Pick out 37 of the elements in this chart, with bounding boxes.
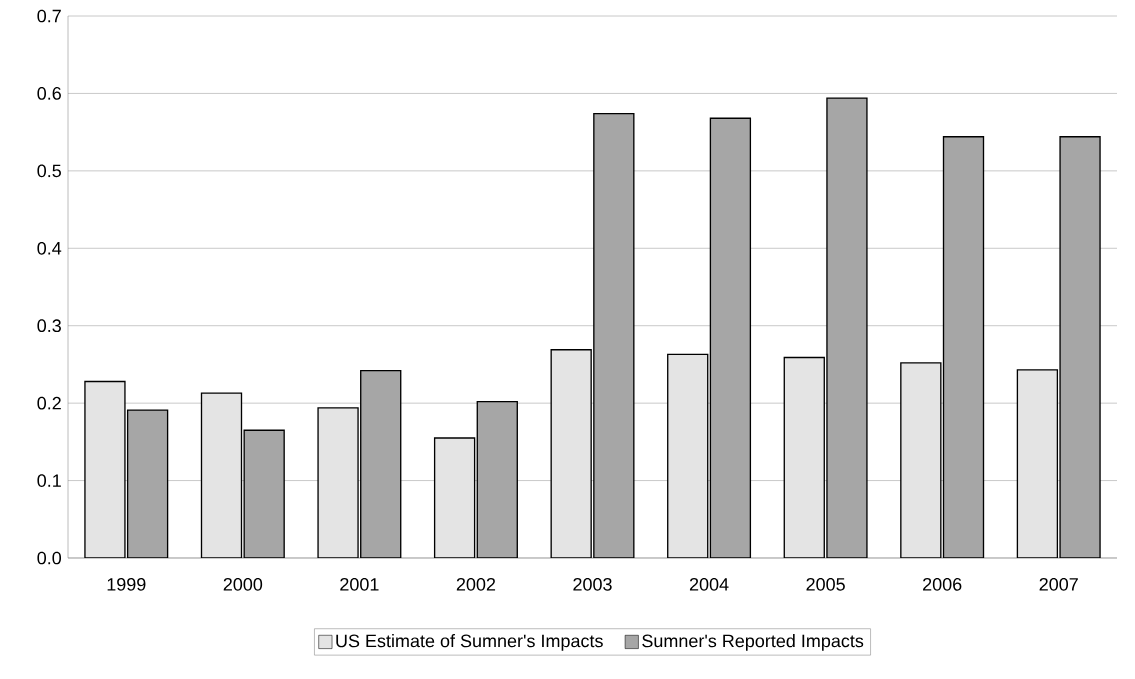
y-tick-label: 0.1	[37, 474, 61, 487]
x-tick-label: 1999	[107, 577, 146, 591]
bar	[593, 112, 635, 558]
legend-label: Sumner's Reported Impacts	[642, 634, 864, 651]
bar	[126, 409, 169, 558]
bar	[900, 362, 942, 558]
bar	[243, 429, 285, 558]
y-tick-label: 0.7	[37, 9, 61, 23]
legend-label: US Estimate of Sumner's Impacts	[336, 634, 603, 651]
x-tick-label: 2006	[923, 577, 962, 591]
y-tick-label: 0.3	[37, 319, 61, 333]
x-tick-label: 2002	[456, 577, 496, 591]
bar	[709, 117, 752, 558]
bar	[433, 437, 476, 558]
x-tick-label: 2005	[806, 577, 845, 591]
bar	[783, 356, 825, 558]
y-tick-label: 0.2	[37, 396, 61, 410]
bar	[550, 349, 592, 558]
bar	[826, 97, 868, 558]
x-tick-label: 2000	[223, 577, 263, 591]
bar	[476, 400, 518, 558]
y-tick-label: 0.4	[37, 241, 62, 255]
bar	[1016, 369, 1059, 558]
x-tick-label: 2003	[573, 577, 612, 591]
x-tick-label: 2004	[689, 577, 729, 591]
bar	[360, 369, 402, 558]
y-tick-label: 0.0	[37, 551, 62, 565]
bar	[317, 407, 359, 558]
y-tick-label: 0.5	[37, 164, 61, 178]
bar	[84, 380, 126, 558]
bar	[1059, 136, 1101, 558]
bar	[942, 136, 985, 558]
y-tick-label: 0.6	[37, 87, 61, 100]
bar	[200, 392, 243, 558]
x-tick-label: 2001	[340, 577, 379, 591]
bar	[667, 353, 709, 558]
x-tick-label: 2007	[1039, 577, 1078, 591]
